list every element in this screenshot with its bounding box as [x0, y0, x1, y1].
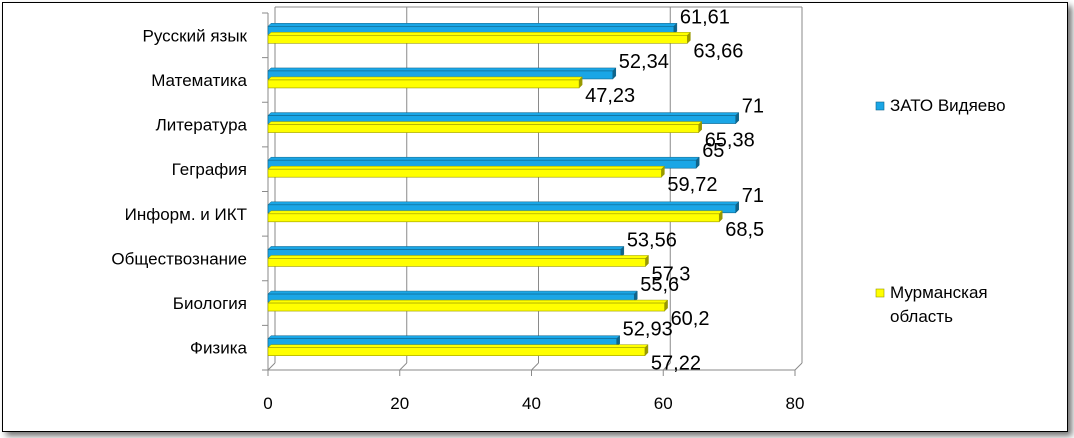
data-label-зато-видяево-математика: 52,34	[619, 51, 669, 73]
bar-top-зато-видяево-геграфия	[267, 156, 700, 161]
bar-top-зато-видяево-математика	[267, 67, 617, 72]
gridline-floor-40	[531, 362, 539, 371]
bar-top-мурманская-область-геграфия	[267, 165, 666, 170]
bar-top-зато-видяево-литература	[267, 112, 740, 116]
gridline-floor-60	[662, 362, 671, 371]
bar-top-зато-видяево-биология	[267, 290, 638, 295]
data-label-мурманская-область-обществознание: 57,3	[651, 263, 690, 285]
category-label-информ-и-икт: Информ. и ИКТ	[125, 205, 247, 224]
bar-мурманская-область-русский-язык	[267, 35, 688, 44]
legend-swatch-зато-видяево	[875, 101, 885, 111]
data-label-зато-видяево-литература: 71	[742, 96, 764, 118]
bar-top-зато-видяево-русский-язык	[267, 23, 678, 27]
category-label-литература: Литература	[156, 116, 248, 135]
bar-top-мурманская-область-математика	[267, 76, 583, 81]
data-label-зато-видяево-геграфия: 65	[702, 140, 724, 162]
data-label-мурманская-область-физика: 57,22	[651, 353, 701, 375]
gridline-floor-80	[794, 362, 803, 371]
category-label-геграфия: Геграфия	[172, 160, 247, 179]
data-label-зато-видяево-обществознание: 53,56	[627, 229, 677, 251]
data-label-мурманская-область-литература: 65,38	[705, 130, 755, 152]
gridline-floor-0	[267, 362, 276, 371]
x-tick-label-80: 80	[786, 394, 805, 413]
legend-label-мурманская-область-line2: область	[890, 307, 953, 326]
bar-top-мурманская-область-физика	[267, 344, 649, 348]
bar-мурманская-область-математика	[267, 79, 580, 89]
data-label-зато-видяево-информ-и-икт: 71	[742, 185, 764, 207]
bar-мурманская-область-физика	[267, 347, 646, 356]
axes	[262, 6, 803, 376]
category-label-русский-язык: Русский язык	[143, 26, 248, 45]
bar-мурманская-область-информ-и-икт	[267, 213, 720, 223]
bar-top-мурманская-область-обществознание	[267, 255, 650, 259]
bar-мурманская-область-обществознание	[267, 258, 646, 267]
data-label-мурманская-область-геграфия: 59,72	[667, 174, 717, 196]
bar-top-мурманская-область-литература	[267, 121, 703, 125]
bar-top-мурманская-область-информ-и-икт	[267, 210, 723, 215]
category-label-биология: Биология	[173, 294, 247, 313]
x-tick-label-0: 0	[263, 394, 272, 413]
bar-мурманская-область-геграфия	[267, 168, 662, 178]
bar-мурманская-область-биология	[267, 302, 665, 312]
data-label-мурманская-область-математика: 47,23	[585, 85, 635, 107]
bar-top-мурманская-область-русский-язык	[267, 32, 691, 36]
data-label-мурманская-область-биология: 60,2	[671, 308, 710, 330]
category-label-физика: Физика	[190, 339, 248, 358]
legend-swatch-мурманская-область	[875, 288, 885, 298]
data-label-мурманская-область-информ-и-икт: 68,5	[725, 219, 764, 241]
bar-мурманская-область-литература	[267, 124, 699, 133]
legend: ЗАТО Видяево Мурманская область	[875, 96, 1006, 326]
category-label-обществознание: Обществознание	[111, 249, 247, 268]
legend-label-зато-видяево: ЗАТО Видяево	[890, 96, 1006, 115]
x-tick-label-40: 40	[522, 394, 541, 413]
bar-top-зато-видяево-физика	[267, 335, 621, 339]
bar-top-зато-видяево-обществознание	[267, 246, 625, 250]
data-label-зато-видяево-русский-язык: 61,61	[680, 6, 730, 28]
gridline-floor-20	[399, 362, 408, 371]
x-tick-label-20: 20	[390, 394, 409, 413]
labels: 0 20 40 60 80 Русский язык 61,61 63,66 Математик…	[111, 6, 804, 413]
data-label-зато-видяево-физика: 52,93	[623, 319, 673, 341]
data-label-мурманская-область-русский-язык: 63,66	[693, 40, 743, 62]
category-label-математика: Математика	[151, 71, 247, 90]
bar-top-зато-видяево-информ-и-икт	[267, 201, 740, 206]
bar-top-мурманская-область-биология	[267, 299, 669, 304]
x-tick-label-60: 60	[654, 394, 673, 413]
legend-label-мурманская-область-line1: Мурманская	[890, 283, 988, 302]
data-label-зато-видяево-биология: 55,6	[640, 274, 679, 296]
bars	[267, 22, 740, 357]
